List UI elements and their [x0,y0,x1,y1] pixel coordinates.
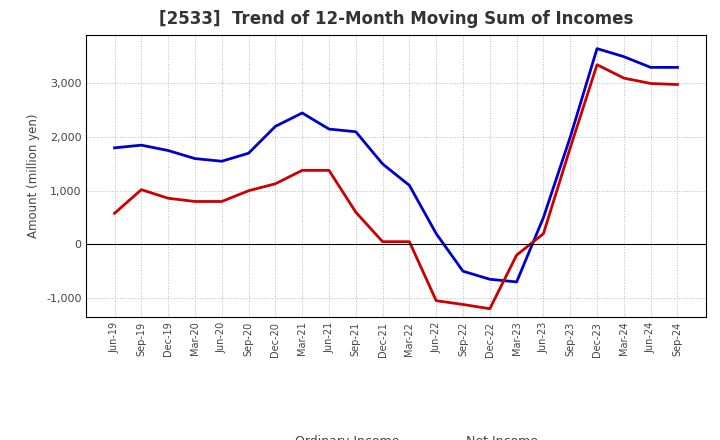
Legend: Ordinary Income, Net Income: Ordinary Income, Net Income [249,430,543,440]
Line: Ordinary Income: Ordinary Income [114,48,678,282]
Ordinary Income [351,129,360,134]
Ordinary Income [378,161,387,167]
Ordinary Income [298,110,307,116]
Ordinary Income [164,148,173,153]
Net Income [513,253,521,258]
Ordinary Income [432,231,441,236]
Ordinary Income [137,143,145,148]
Net Income [647,81,655,86]
Net Income [673,82,682,87]
Net Income [351,209,360,215]
Net Income [298,168,307,173]
Ordinary Income [217,158,226,164]
Ordinary Income [191,156,199,161]
Net Income [459,302,467,307]
Title: [2533]  Trend of 12-Month Moving Sum of Incomes: [2533] Trend of 12-Month Moving Sum of I… [159,10,633,28]
Ordinary Income [647,65,655,70]
Ordinary Income [593,46,601,51]
Ordinary Income [619,54,628,59]
Net Income [217,199,226,204]
Ordinary Income [244,150,253,156]
Net Income [191,199,199,204]
Net Income [325,168,333,173]
Ordinary Income [110,145,119,150]
Ordinary Income [271,124,279,129]
Net Income [593,62,601,67]
Net Income [539,231,548,236]
Net Income [110,211,119,216]
Net Income [485,306,494,312]
Net Income [566,145,575,150]
Y-axis label: Amount (million yen): Amount (million yen) [27,114,40,238]
Net Income [137,187,145,192]
Net Income [164,196,173,201]
Ordinary Income [566,135,575,140]
Net Income [619,76,628,81]
Ordinary Income [539,215,548,220]
Ordinary Income [459,268,467,274]
Ordinary Income [405,183,414,188]
Ordinary Income [485,277,494,282]
Net Income [432,298,441,303]
Net Income [378,239,387,244]
Net Income [244,188,253,194]
Ordinary Income [325,126,333,132]
Ordinary Income [513,279,521,285]
Ordinary Income [673,65,682,70]
Net Income [271,181,279,187]
Net Income [405,239,414,244]
Line: Net Income: Net Income [114,65,678,309]
